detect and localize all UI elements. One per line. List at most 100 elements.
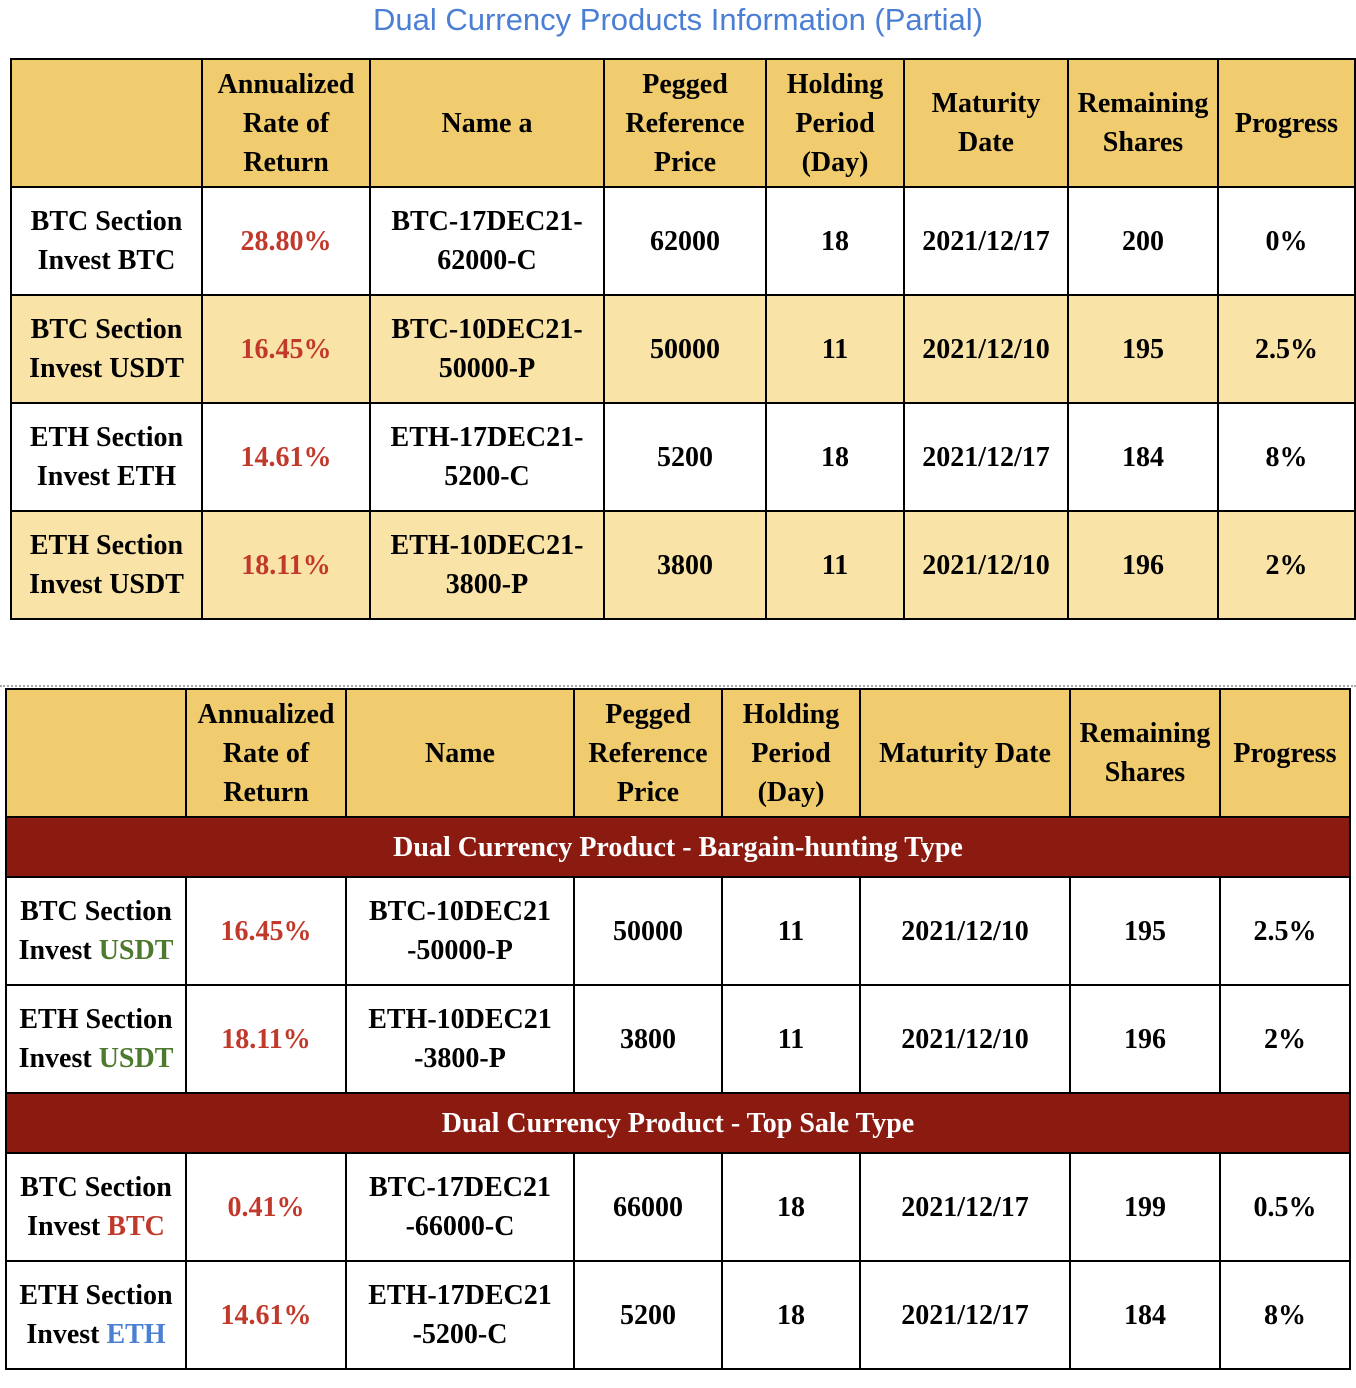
name-line: BTC-17DEC21- [391, 206, 583, 237]
product-cell: BTC Section Invest USDT [5, 876, 187, 986]
name-line: BTC-10DEC21- [391, 314, 583, 345]
data-row: BTC Section Invest BTC 28.80% BTC-17DEC21- 6… [10, 186, 1356, 296]
data-row: BTC Section Invest BTC 0.41% BTC-17DEC21 -66… [5, 1152, 1351, 1262]
product-section: BTC Section [20, 896, 172, 927]
product-line: Invest USDT [29, 569, 184, 600]
currency-label: USDT [98, 1043, 174, 1074]
name-line: ETH-17DEC21- [390, 422, 584, 453]
rate-cell: 28.80% [201, 186, 371, 296]
rate-cell: 14.61% [185, 1260, 347, 1370]
shares-cell: 199 [1069, 1152, 1221, 1262]
product-line: BTC Section [30, 206, 183, 237]
price-cell: 50000 [573, 876, 723, 986]
header-cell: Progress [1217, 58, 1356, 188]
maturity-cell: 2021/12/10 [903, 294, 1069, 404]
data-row: BTC Section Invest USDT 16.45% BTC-10DEC21-… [10, 294, 1356, 404]
product-invest-line: Invest BTC [9, 1207, 183, 1246]
data-row: BTC Section Invest USDT 16.45% BTC-10DEC21-… [5, 876, 1351, 986]
rate-cell: 18.11% [185, 984, 347, 1094]
maturity-cell: 2021/12/10 [903, 510, 1069, 620]
header-cell: Pegged Reference Price [573, 688, 723, 818]
product-cell: BTC Section Invest USDT [10, 294, 203, 404]
shares-cell: 196 [1069, 984, 1221, 1094]
data-row: ETH Section Invest USDT 18.11% ETH-10DEC21 -… [5, 984, 1351, 1094]
product-invest-line: Invest ETH [9, 1315, 183, 1354]
header-cell: Holding Period (Day) [721, 688, 861, 818]
name-line: -66000-C [405, 1211, 515, 1242]
currency-label: USDT [98, 935, 174, 966]
shares-cell: 195 [1067, 294, 1219, 404]
page-title: Dual Currency Products Information (Part… [373, 2, 983, 37]
product-line: Invest USDT [29, 353, 184, 384]
period-cell: 11 [721, 876, 861, 986]
rate-cell: 14.61% [201, 402, 371, 512]
name-cell: ETH-17DEC21- 5200-C [369, 402, 605, 512]
product-cell: ETH Section Invest ETH [10, 402, 203, 512]
name-cell: BTC-17DEC21- 62000-C [369, 186, 605, 296]
shares-cell: 200 [1067, 186, 1219, 296]
progress-cell: 8% [1217, 402, 1356, 512]
header-cell: Progress [1219, 688, 1351, 818]
rate-cell: 18.11% [201, 510, 371, 620]
group-row: Dual Currency Product - Top Sale Type [5, 1092, 1351, 1154]
header-cell: Pegged Reference Price [603, 58, 767, 188]
rate-cell: 0.41% [185, 1152, 347, 1262]
name-line: -3800-P [414, 1043, 506, 1074]
group-title: Dual Currency Product - Top Sale Type [5, 1092, 1351, 1154]
group-row: Dual Currency Product - Bargain-hunting … [5, 816, 1351, 878]
currency-label: BTC [107, 1211, 165, 1242]
name-line: BTC-10DEC21 [368, 896, 551, 927]
rate-cell: 16.45% [185, 876, 347, 986]
header-cell: Name a [369, 58, 605, 188]
price-cell: 66000 [573, 1152, 723, 1262]
price-cell: 3800 [603, 510, 767, 620]
price-cell: 5200 [603, 402, 767, 512]
product-cell: ETH Section Invest ETH [5, 1260, 187, 1370]
product-cell: ETH Section Invest USDT [5, 984, 187, 1094]
period-cell: 18 [721, 1260, 861, 1370]
product-line: ETH Section [29, 422, 184, 453]
name-cell: BTC-10DEC21- 50000-P [369, 294, 605, 404]
product-cell: BTC Section Invest BTC [10, 186, 203, 296]
maturity-cell: 2021/12/10 [859, 876, 1071, 986]
product-section: BTC Section [20, 1172, 172, 1203]
name-line: 3800-P [445, 569, 529, 600]
period-cell: 18 [765, 186, 905, 296]
progress-cell: 2.5% [1217, 294, 1356, 404]
product-line: ETH Section [29, 530, 184, 561]
name-line: ETH-10DEC21 [368, 1004, 552, 1035]
product-section: ETH Section [19, 1004, 173, 1035]
data-row: ETH Section Invest ETH 14.61% ETH-17DEC21- 5… [10, 402, 1356, 512]
header-cell: Holding Period (Day) [765, 58, 905, 188]
price-cell: 3800 [573, 984, 723, 1094]
currency-label: ETH [106, 1319, 166, 1350]
header-cell: Maturity Date [903, 58, 1069, 188]
name-cell: BTC-10DEC21-50000-P [345, 876, 575, 986]
period-cell: 18 [765, 402, 905, 512]
rate-cell: 16.45% [201, 294, 371, 404]
name-line: BTC-17DEC21 [368, 1172, 551, 1203]
header-cell [10, 58, 203, 188]
maturity-cell: 2021/12/17 [859, 1260, 1071, 1370]
progress-cell: 8% [1219, 1260, 1351, 1370]
shares-cell: 184 [1069, 1260, 1221, 1370]
name-line: 50000-P [438, 353, 536, 384]
grouped-products-table: Annualized Rate of Return Name Pegged Refe… [5, 688, 1351, 1370]
period-cell: 11 [765, 294, 905, 404]
maturity-cell: 2021/12/17 [859, 1152, 1071, 1262]
maturity-cell: 2021/12/17 [903, 186, 1069, 296]
invest-label: Invest [18, 935, 92, 966]
product-cell: BTC Section Invest BTC [5, 1152, 187, 1262]
period-cell: 11 [765, 510, 905, 620]
header-row: Annualized Rate of Return Name Pegged Refe… [5, 688, 1351, 818]
name-cell: BTC-17DEC21 -66000-C [345, 1152, 575, 1262]
separator [0, 685, 1356, 687]
shares-cell: 196 [1067, 510, 1219, 620]
group-title: Dual Currency Product - Bargain-hunting … [5, 816, 1351, 878]
period-cell: 11 [721, 984, 861, 1094]
progress-cell: 2.5% [1219, 876, 1351, 986]
invest-label: Invest [27, 1211, 101, 1242]
invest-label: Invest [18, 1043, 92, 1074]
price-cell: 62000 [603, 186, 767, 296]
